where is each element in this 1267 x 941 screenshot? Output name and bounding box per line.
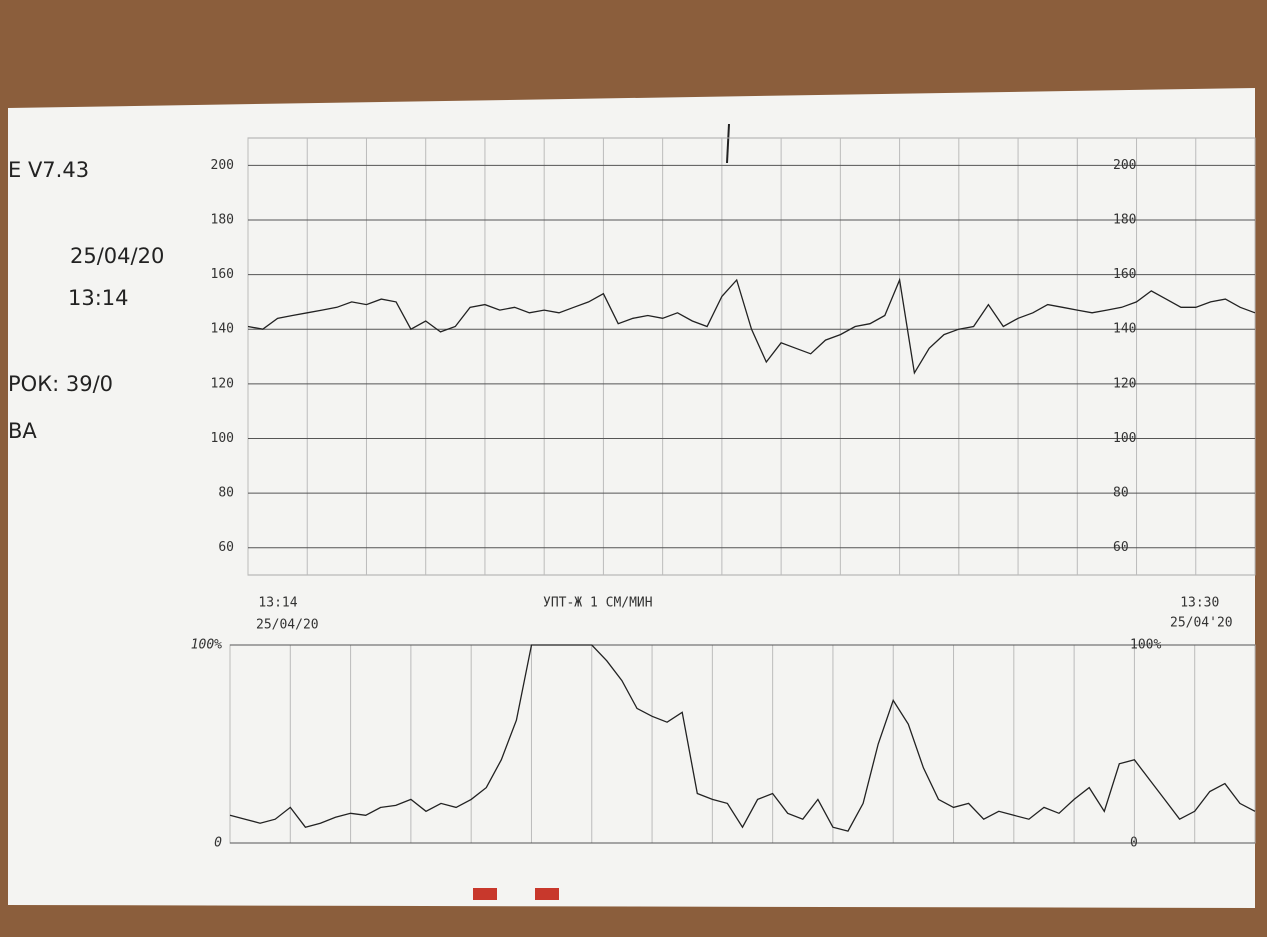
- y-tick-label-right: 140: [1113, 322, 1136, 337]
- red-mark: [535, 888, 559, 900]
- y-tick-label-right: 120: [1113, 376, 1136, 391]
- y-tick-label-right: 160: [1113, 267, 1136, 282]
- y-tick-label-right: 0: [1130, 836, 1138, 851]
- y-tick-label: 60: [218, 540, 234, 555]
- time: 13:14: [68, 286, 129, 310]
- y-tick-label: 160: [211, 267, 234, 282]
- y-tick-label-right: 60: [1113, 540, 1129, 555]
- y-tick-label-right: 200: [1113, 158, 1136, 173]
- paper: [8, 88, 1255, 908]
- name: ВА: [8, 419, 37, 443]
- y-tick-label-right: 100%: [1130, 638, 1161, 653]
- x-tick-label: 13:30: [1180, 596, 1219, 611]
- y-tick-label-right: 100: [1113, 431, 1136, 446]
- y-tick-label: 80: [218, 486, 234, 501]
- y-tick-label: 0: [214, 836, 222, 851]
- y-tick-label: 100%: [191, 638, 222, 653]
- x-tick-label: 13:14: [258, 596, 297, 611]
- y-tick-label: 100: [211, 431, 234, 446]
- page: E V7.43 25/04/20 13:14 РОК: 39/0 ВА УПТ-…: [0, 0, 1267, 937]
- date-label: 25/04/20: [256, 618, 319, 633]
- ctg-photo: E V7.43 25/04/20 13:14 РОК: 39/0 ВА УПТ-…: [0, 0, 1267, 937]
- y-tick-label: 180: [211, 212, 234, 227]
- y-tick-label: 200: [211, 158, 234, 173]
- y-tick-label: 140: [211, 322, 234, 337]
- date: 25/04/20: [70, 244, 164, 268]
- date-label: 25/04'20: [1170, 616, 1233, 631]
- term: РОК: 39/0: [8, 372, 113, 396]
- red-mark: [473, 888, 497, 900]
- y-tick-label-right: 180: [1113, 212, 1136, 227]
- y-tick-label: 120: [211, 376, 234, 391]
- y-tick-label-right: 80: [1113, 486, 1129, 501]
- annotation: УПТ-Ж 1 СМ/МИН: [543, 596, 653, 611]
- version: E V7.43: [8, 158, 89, 182]
